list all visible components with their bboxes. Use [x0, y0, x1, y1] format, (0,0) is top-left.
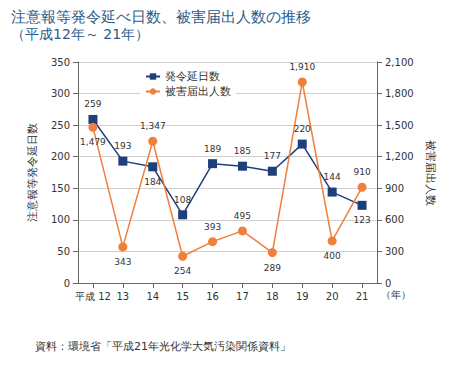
svg-text:200: 200	[51, 151, 70, 162]
svg-text:289: 289	[264, 263, 281, 273]
svg-text:108: 108	[174, 195, 191, 205]
svg-text:資料：環境省「平成21年光化学大気汚染関係資料」: 資料：環境省「平成21年光化学大気汚染関係資料」	[35, 340, 291, 353]
svg-text:393: 393	[204, 222, 221, 232]
svg-text:注意報等発令延日数: 注意報等発令延日数	[26, 123, 39, 222]
svg-text:0: 0	[385, 278, 391, 289]
svg-text:（平成12年～ 21年）: （平成12年～ 21年）	[11, 26, 149, 42]
svg-text:0: 0	[64, 278, 70, 289]
svg-text:1,800: 1,800	[385, 88, 414, 99]
svg-text:254: 254	[174, 266, 191, 276]
svg-text:1,500: 1,500	[385, 120, 414, 131]
svg-text:495: 495	[234, 211, 251, 221]
svg-text:910: 910	[353, 167, 370, 177]
svg-text:177: 177	[264, 151, 281, 161]
svg-text:343: 343	[114, 257, 131, 267]
svg-text:1,347: 1,347	[140, 121, 166, 131]
svg-text:19: 19	[296, 291, 309, 302]
svg-text:123: 123	[353, 215, 370, 225]
svg-text:350: 350	[51, 57, 70, 68]
svg-text:259: 259	[84, 99, 101, 109]
svg-text:21: 21	[356, 291, 369, 302]
svg-text:184: 184	[144, 177, 161, 187]
svg-text:400: 400	[324, 251, 341, 261]
svg-text:（年）: （年）	[381, 289, 411, 300]
svg-text:18: 18	[266, 291, 279, 302]
svg-text:220: 220	[294, 124, 311, 134]
svg-text:144: 144	[324, 172, 341, 182]
svg-text:17: 17	[236, 291, 249, 302]
svg-text:15: 15	[176, 291, 189, 302]
svg-text:16: 16	[206, 291, 219, 302]
svg-text:189: 189	[204, 144, 221, 154]
svg-text:193: 193	[114, 141, 131, 151]
svg-text:発令延日数: 発令延日数	[165, 70, 220, 83]
svg-text:14: 14	[146, 291, 159, 302]
svg-text:600: 600	[385, 214, 404, 225]
svg-text:300: 300	[51, 88, 70, 99]
svg-text:300: 300	[385, 246, 404, 257]
svg-text:被害届出人数: 被害届出人数	[165, 85, 231, 98]
svg-text:被害届出人数: 被害届出人数	[424, 140, 437, 206]
svg-text:1,200: 1,200	[385, 151, 414, 162]
svg-text:注意報等発令延べ日数、被害届出人数の推移: 注意報等発令延べ日数、被害届出人数の推移	[11, 8, 311, 26]
svg-text:150: 150	[51, 183, 70, 194]
svg-text:20: 20	[326, 291, 339, 302]
svg-text:1,910: 1,910	[289, 62, 315, 72]
svg-text:900: 900	[385, 183, 404, 194]
svg-text:250: 250	[51, 120, 70, 131]
svg-text:1,479: 1,479	[80, 137, 106, 147]
svg-text:185: 185	[234, 146, 251, 156]
svg-text:50: 50	[57, 246, 70, 257]
svg-text:13: 13	[116, 291, 129, 302]
svg-text:平成 12: 平成 12	[75, 291, 111, 302]
svg-text:100: 100	[51, 214, 70, 225]
svg-text:2,100: 2,100	[385, 57, 414, 68]
